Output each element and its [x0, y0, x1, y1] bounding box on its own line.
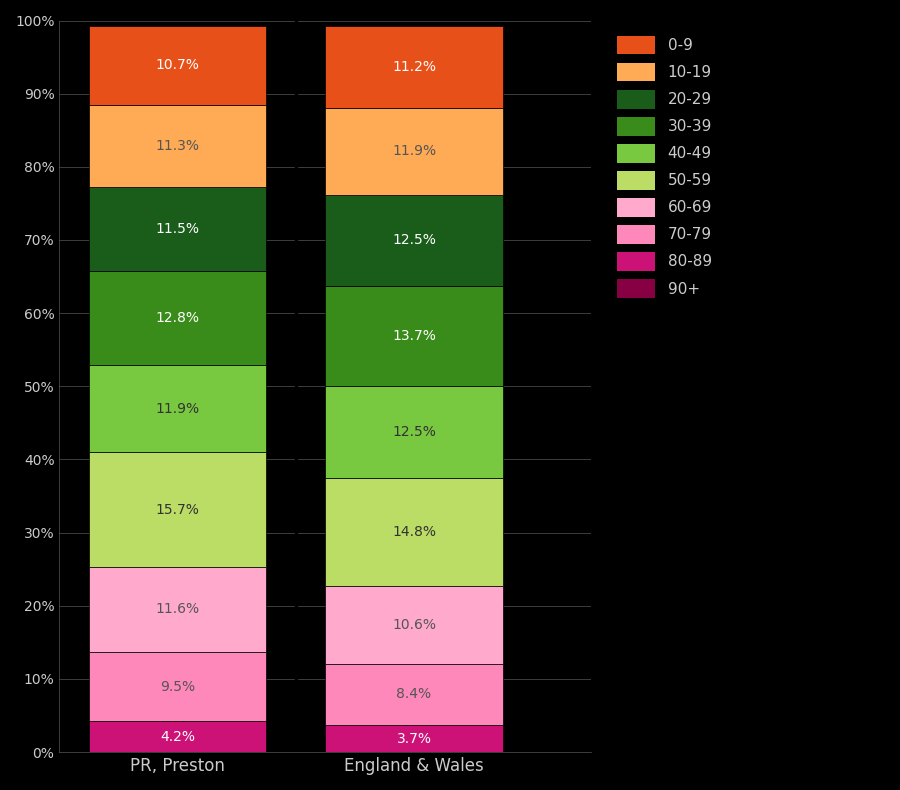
Text: 15.7%: 15.7%: [156, 502, 200, 517]
Legend: 0-9, 10-19, 20-29, 30-39, 40-49, 50-59, 60-69, 70-79, 80-89, 90+: 0-9, 10-19, 20-29, 30-39, 40-49, 50-59, …: [609, 28, 720, 306]
Bar: [89, 26, 266, 104]
Bar: [89, 272, 266, 365]
Text: 11.2%: 11.2%: [392, 59, 436, 73]
Bar: [326, 725, 503, 752]
Bar: [326, 586, 503, 664]
Text: 11.6%: 11.6%: [156, 603, 200, 616]
Bar: [326, 25, 503, 107]
Text: 13.7%: 13.7%: [392, 329, 436, 343]
Bar: [89, 104, 266, 187]
Bar: [89, 452, 266, 567]
Text: 11.9%: 11.9%: [392, 144, 436, 158]
Text: 12.5%: 12.5%: [392, 425, 436, 439]
Text: 11.3%: 11.3%: [156, 139, 200, 153]
Bar: [326, 107, 503, 194]
Bar: [89, 365, 266, 452]
Bar: [326, 286, 503, 386]
Text: 8.4%: 8.4%: [397, 687, 432, 702]
Bar: [89, 187, 266, 272]
Bar: [326, 194, 503, 286]
Text: 11.5%: 11.5%: [156, 222, 200, 236]
Text: 14.8%: 14.8%: [392, 525, 436, 539]
Bar: [89, 567, 266, 652]
Text: 11.9%: 11.9%: [156, 401, 200, 416]
Text: 10.7%: 10.7%: [156, 58, 200, 73]
Bar: [89, 721, 266, 752]
Bar: [89, 652, 266, 721]
Bar: [326, 386, 503, 478]
Text: 12.8%: 12.8%: [156, 311, 200, 325]
Bar: [326, 664, 503, 725]
Text: 4.2%: 4.2%: [160, 730, 195, 743]
Text: 9.5%: 9.5%: [160, 679, 195, 694]
Text: 10.6%: 10.6%: [392, 618, 436, 632]
Bar: [326, 478, 503, 586]
Text: 3.7%: 3.7%: [397, 732, 431, 746]
Text: 12.5%: 12.5%: [392, 233, 436, 247]
